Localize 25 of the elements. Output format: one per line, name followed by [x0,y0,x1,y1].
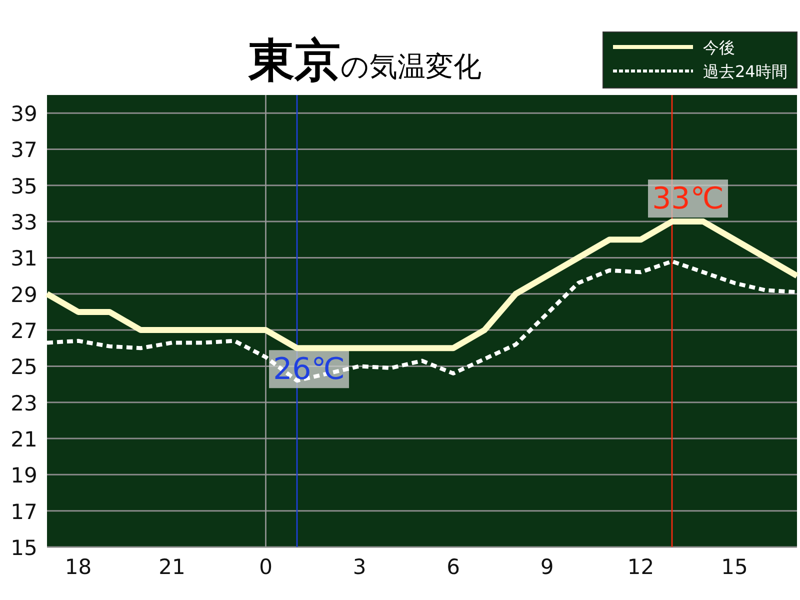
x-tick-label: 0 [259,555,272,579]
x-tick-label: 12 [627,555,654,579]
y-tick-label: 21 [10,428,38,452]
y-tick-label: 39 [10,102,38,126]
y-tick-label: 31 [10,246,38,271]
x-tick-label: 3 [352,555,366,579]
y-tick-label: 23 [10,391,38,416]
y-tick-label: 27 [10,319,38,344]
y-tick-label: 19 [10,464,38,488]
y-tick-label: 37 [10,138,38,162]
x-tick-label: 6 [446,555,460,579]
y-tick-label: 35 [10,174,38,198]
y-tick-label: 33 [10,210,38,235]
legend-label: 今後 [703,38,735,57]
y-tick-label: 17 [10,500,38,524]
x-tick-label: 18 [64,555,92,579]
x-tick-label: 9 [540,555,554,579]
annotation: 33℃ [652,182,724,217]
x-tick-label: 21 [158,555,186,579]
y-tick-label: 29 [10,282,38,307]
legend-label: 過去24時間 [703,62,788,81]
y-tick-label: 15 [10,536,38,560]
y-tick-label: 25 [10,355,38,380]
chart-title: 東京の気温変化 [248,33,482,87]
x-tick-label: 15 [721,555,748,579]
